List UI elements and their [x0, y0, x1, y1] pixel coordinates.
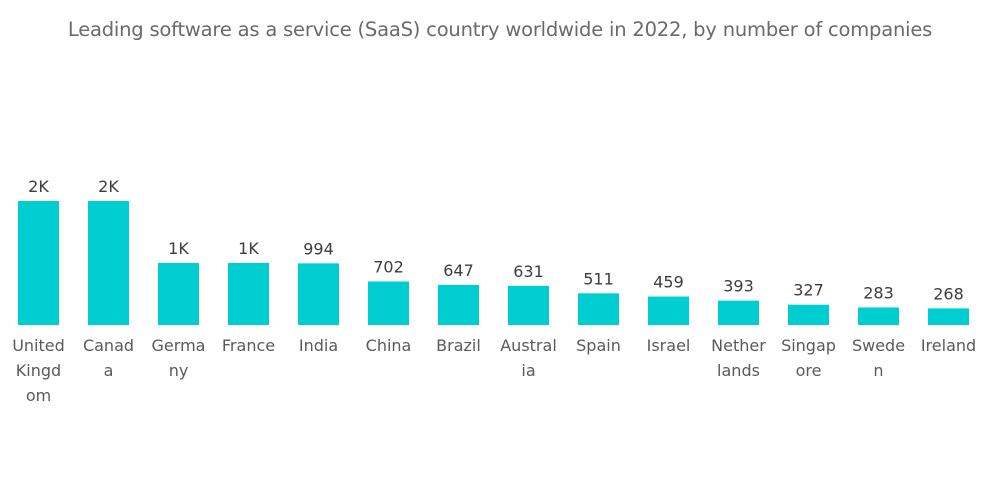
bar-australia	[508, 285, 549, 325]
bar-canada	[88, 201, 129, 325]
category-label: Canad a	[83, 336, 134, 380]
bar-singapore	[788, 304, 829, 325]
data-label: 268	[933, 284, 964, 303]
bar-israel	[648, 296, 689, 325]
category-label: Swede n	[852, 336, 905, 380]
bar-sweden	[858, 307, 899, 325]
category-label: Nether lands	[711, 336, 766, 380]
bar-france	[228, 263, 269, 325]
category-label: Brazil	[436, 336, 481, 355]
data-label: 702	[373, 257, 404, 276]
data-label: 283	[863, 283, 894, 302]
category-label: Austral ia	[500, 336, 557, 380]
data-label: 994	[303, 239, 334, 258]
data-label: 511	[583, 269, 614, 288]
bar-united-kingdom	[18, 201, 59, 325]
bar-brazil	[438, 284, 479, 325]
category-label: France	[222, 336, 275, 355]
category-label: Spain	[576, 336, 621, 355]
category-label: India	[299, 336, 338, 355]
data-label: 2K	[98, 177, 119, 196]
data-label: 2K	[28, 177, 49, 196]
bar-spain	[578, 293, 619, 325]
data-label: 631	[513, 262, 544, 281]
chart-title: Leading software as a service (SaaS) cou…	[67, 18, 933, 41]
bar-ireland	[928, 308, 969, 325]
data-label: 327	[793, 281, 824, 300]
category-label: Germa ny	[152, 336, 206, 380]
bar-india	[298, 263, 339, 325]
category-label: United Kingd om	[12, 336, 65, 405]
bar-china	[368, 281, 409, 325]
category-label: Ireland	[921, 336, 976, 355]
bar-germany	[158, 263, 199, 325]
category-label: Israel	[647, 336, 691, 355]
category-label: Singap ore	[781, 336, 836, 380]
data-label: 1K	[238, 239, 259, 258]
category-label: China	[366, 336, 412, 355]
bar-netherlands	[718, 300, 759, 325]
data-label: 1K	[168, 239, 189, 258]
data-label: 647	[443, 261, 474, 280]
data-label: 459	[653, 273, 684, 292]
data-label: 393	[723, 277, 754, 296]
